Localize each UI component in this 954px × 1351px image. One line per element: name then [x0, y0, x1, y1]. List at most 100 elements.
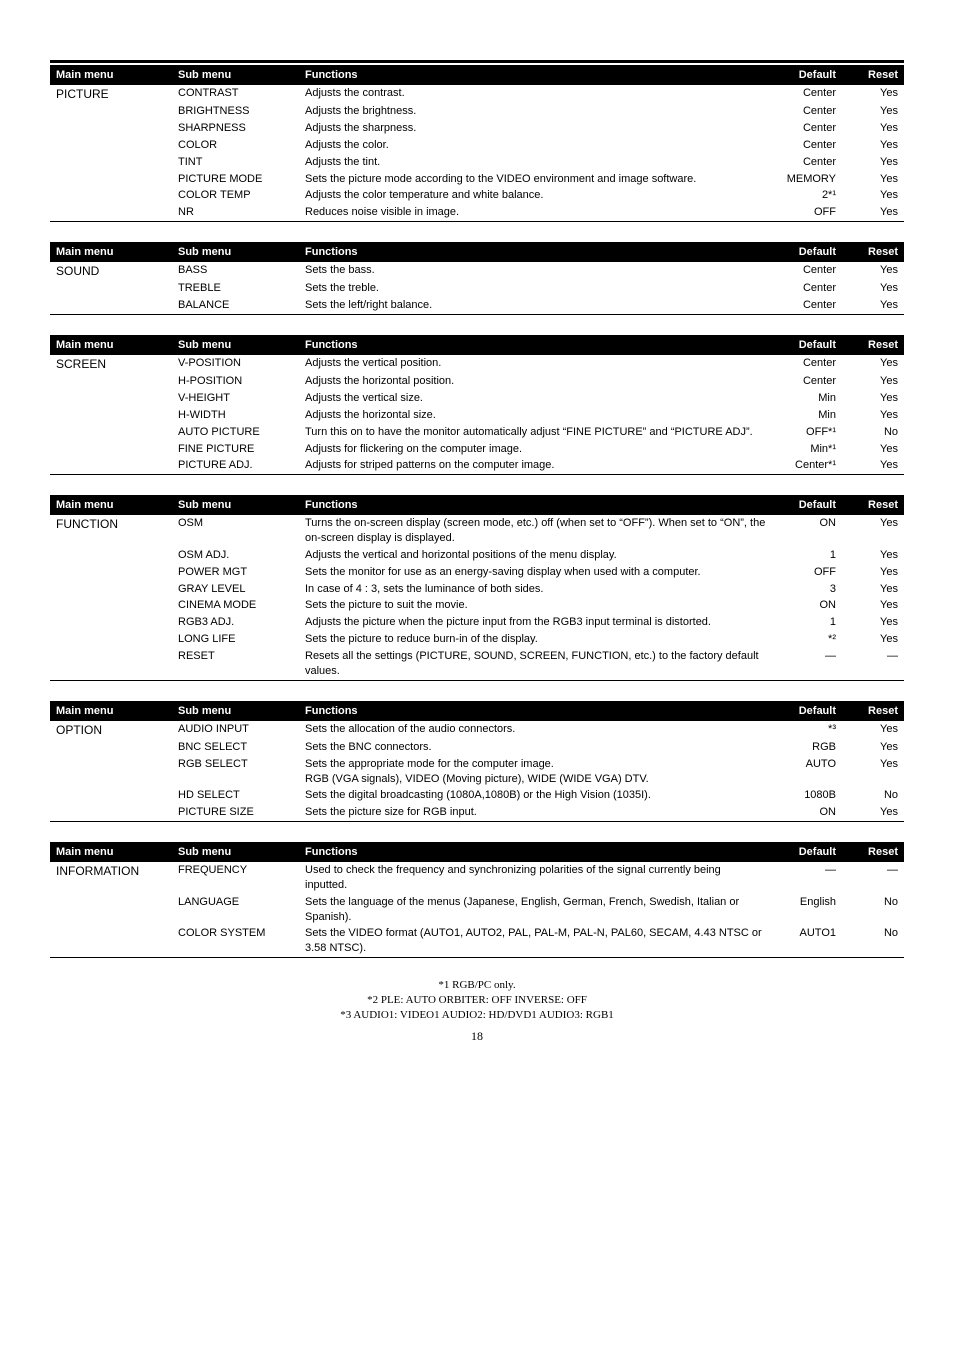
reset-cell: Yes — [842, 297, 904, 314]
column-header: Default — [772, 335, 842, 355]
sub-menu-cell: RGB3 ADJ. — [172, 614, 299, 631]
table-row: RGB SELECTSets the appropriate mode for … — [50, 756, 904, 788]
reset-cell: Yes — [842, 103, 904, 120]
function-cell: Adjusts the color temperature and white … — [299, 187, 772, 204]
main-menu-cell — [50, 424, 172, 441]
column-header: Reset — [842, 335, 904, 355]
main-menu-cell: SCREEN — [50, 355, 172, 373]
table-row: SHARPNESSAdjusts the sharpness.CenterYes — [50, 120, 904, 137]
table-row: FUNCTIONOSMTurns the on-screen display (… — [50, 515, 904, 547]
column-header: Default — [772, 842, 842, 862]
default-cell: MEMORY — [772, 171, 842, 188]
reset-cell: No — [842, 424, 904, 441]
default-cell: Center*¹ — [772, 457, 842, 474]
menu-section: Main menuSub menuFunctionsDefaultResetSO… — [50, 242, 904, 315]
table-row: PICTURE ADJ.Adjusts for striped patterns… — [50, 457, 904, 474]
reset-cell: — — [842, 648, 904, 680]
sub-menu-cell: RGB SELECT — [172, 756, 299, 788]
function-cell: Sets the left/right balance. — [299, 297, 772, 314]
table-row: LANGUAGESets the language of the menus (… — [50, 894, 904, 926]
reset-cell: Yes — [842, 441, 904, 458]
column-header: Default — [772, 495, 842, 515]
column-header: Functions — [299, 242, 772, 262]
reset-cell: Yes — [842, 581, 904, 598]
default-cell: English — [772, 894, 842, 926]
reset-cell: Yes — [842, 171, 904, 188]
function-cell: Adjusts the brightness. — [299, 103, 772, 120]
default-cell: ON — [772, 597, 842, 614]
function-cell: Adjusts for flickering on the computer i… — [299, 441, 772, 458]
menu-table: Main menuSub menuFunctionsDefaultResetSO… — [50, 242, 904, 315]
menu-table: Main menuSub menuFunctionsDefaultResetOP… — [50, 701, 904, 822]
column-header: Sub menu — [172, 842, 299, 862]
sub-menu-cell: FREQUENCY — [172, 862, 299, 894]
function-cell: Sets the appropriate mode for the comput… — [299, 756, 772, 788]
column-header: Reset — [842, 495, 904, 515]
column-header: Reset — [842, 701, 904, 721]
table-row: H-POSITIONAdjusts the horizontal positio… — [50, 373, 904, 390]
table-row: OPTIONAUDIO INPUTSets the allocation of … — [50, 721, 904, 739]
main-menu-cell — [50, 187, 172, 204]
main-menu-cell — [50, 597, 172, 614]
reset-cell: Yes — [842, 204, 904, 221]
sub-menu-cell: PICTURE MODE — [172, 171, 299, 188]
sub-menu-cell: FINE PICTURE — [172, 441, 299, 458]
column-header: Main menu — [50, 701, 172, 721]
main-menu-cell — [50, 171, 172, 188]
sub-menu-cell: LONG LIFE — [172, 631, 299, 648]
main-menu-cell — [50, 564, 172, 581]
main-menu-cell — [50, 297, 172, 314]
reset-cell: Yes — [842, 597, 904, 614]
reset-cell: Yes — [842, 262, 904, 280]
sub-menu-cell: PICTURE ADJ. — [172, 457, 299, 474]
main-menu-cell — [50, 756, 172, 788]
table-row: PICTURE SIZESets the picture size for RG… — [50, 804, 904, 821]
default-cell: Center — [772, 355, 842, 373]
reset-cell: No — [842, 925, 904, 957]
reset-cell: Yes — [842, 564, 904, 581]
menu-sections: Main menuSub menuFunctionsDefaultResetPI… — [50, 65, 904, 958]
table-row: PICTURE MODESets the picture mode accord… — [50, 171, 904, 188]
column-header: Main menu — [50, 842, 172, 862]
reset-cell: Yes — [842, 721, 904, 739]
main-menu-cell — [50, 457, 172, 474]
menu-section: Main menuSub menuFunctionsDefaultResetIN… — [50, 842, 904, 958]
table-row: GRAY LEVELIn case of 4 : 3, sets the lum… — [50, 581, 904, 598]
function-cell: Sets the picture size for RGB input. — [299, 804, 772, 821]
default-cell: ON — [772, 804, 842, 821]
sub-menu-cell: RESET — [172, 648, 299, 680]
table-row: TINTAdjusts the tint.CenterYes — [50, 154, 904, 171]
menu-table: Main menuSub menuFunctionsDefaultResetPI… — [50, 65, 904, 222]
main-menu-cell: INFORMATION — [50, 862, 172, 894]
default-cell: Center — [772, 280, 842, 297]
default-cell: — — [772, 862, 842, 894]
function-cell: Sets the picture mode according to the V… — [299, 171, 772, 188]
column-header: Default — [772, 242, 842, 262]
reset-cell: Yes — [842, 85, 904, 103]
sub-menu-cell: AUDIO INPUT — [172, 721, 299, 739]
function-cell: Adjusts the contrast. — [299, 85, 772, 103]
column-header: Functions — [299, 842, 772, 862]
column-header: Main menu — [50, 65, 172, 85]
reset-cell: No — [842, 787, 904, 804]
menu-table: Main menuSub menuFunctionsDefaultResetSC… — [50, 335, 904, 475]
sub-menu-cell: H-WIDTH — [172, 407, 299, 424]
sub-menu-cell: CINEMA MODE — [172, 597, 299, 614]
table-row: OSM ADJ.Adjusts the vertical and horizon… — [50, 547, 904, 564]
main-menu-cell — [50, 581, 172, 598]
column-header: Sub menu — [172, 65, 299, 85]
table-row: NRReduces noise visible in image.OFFYes — [50, 204, 904, 221]
function-cell: Sets the picture to reduce burn-in of th… — [299, 631, 772, 648]
column-header: Functions — [299, 65, 772, 85]
table-row: POWER MGTSets the monitor for use as an … — [50, 564, 904, 581]
sub-menu-cell: AUTO PICTURE — [172, 424, 299, 441]
column-header: Functions — [299, 495, 772, 515]
reset-cell: No — [842, 894, 904, 926]
footnote-3: *3 AUDIO1: VIDEO1 AUDIO2: HD/DVD1 AUDIO3… — [50, 1008, 904, 1023]
column-header: Reset — [842, 65, 904, 85]
sub-menu-cell: GRAY LEVEL — [172, 581, 299, 598]
column-header: Sub menu — [172, 335, 299, 355]
function-cell: Adjusts the vertical position. — [299, 355, 772, 373]
default-cell: AUTO1 — [772, 925, 842, 957]
main-menu-cell — [50, 120, 172, 137]
